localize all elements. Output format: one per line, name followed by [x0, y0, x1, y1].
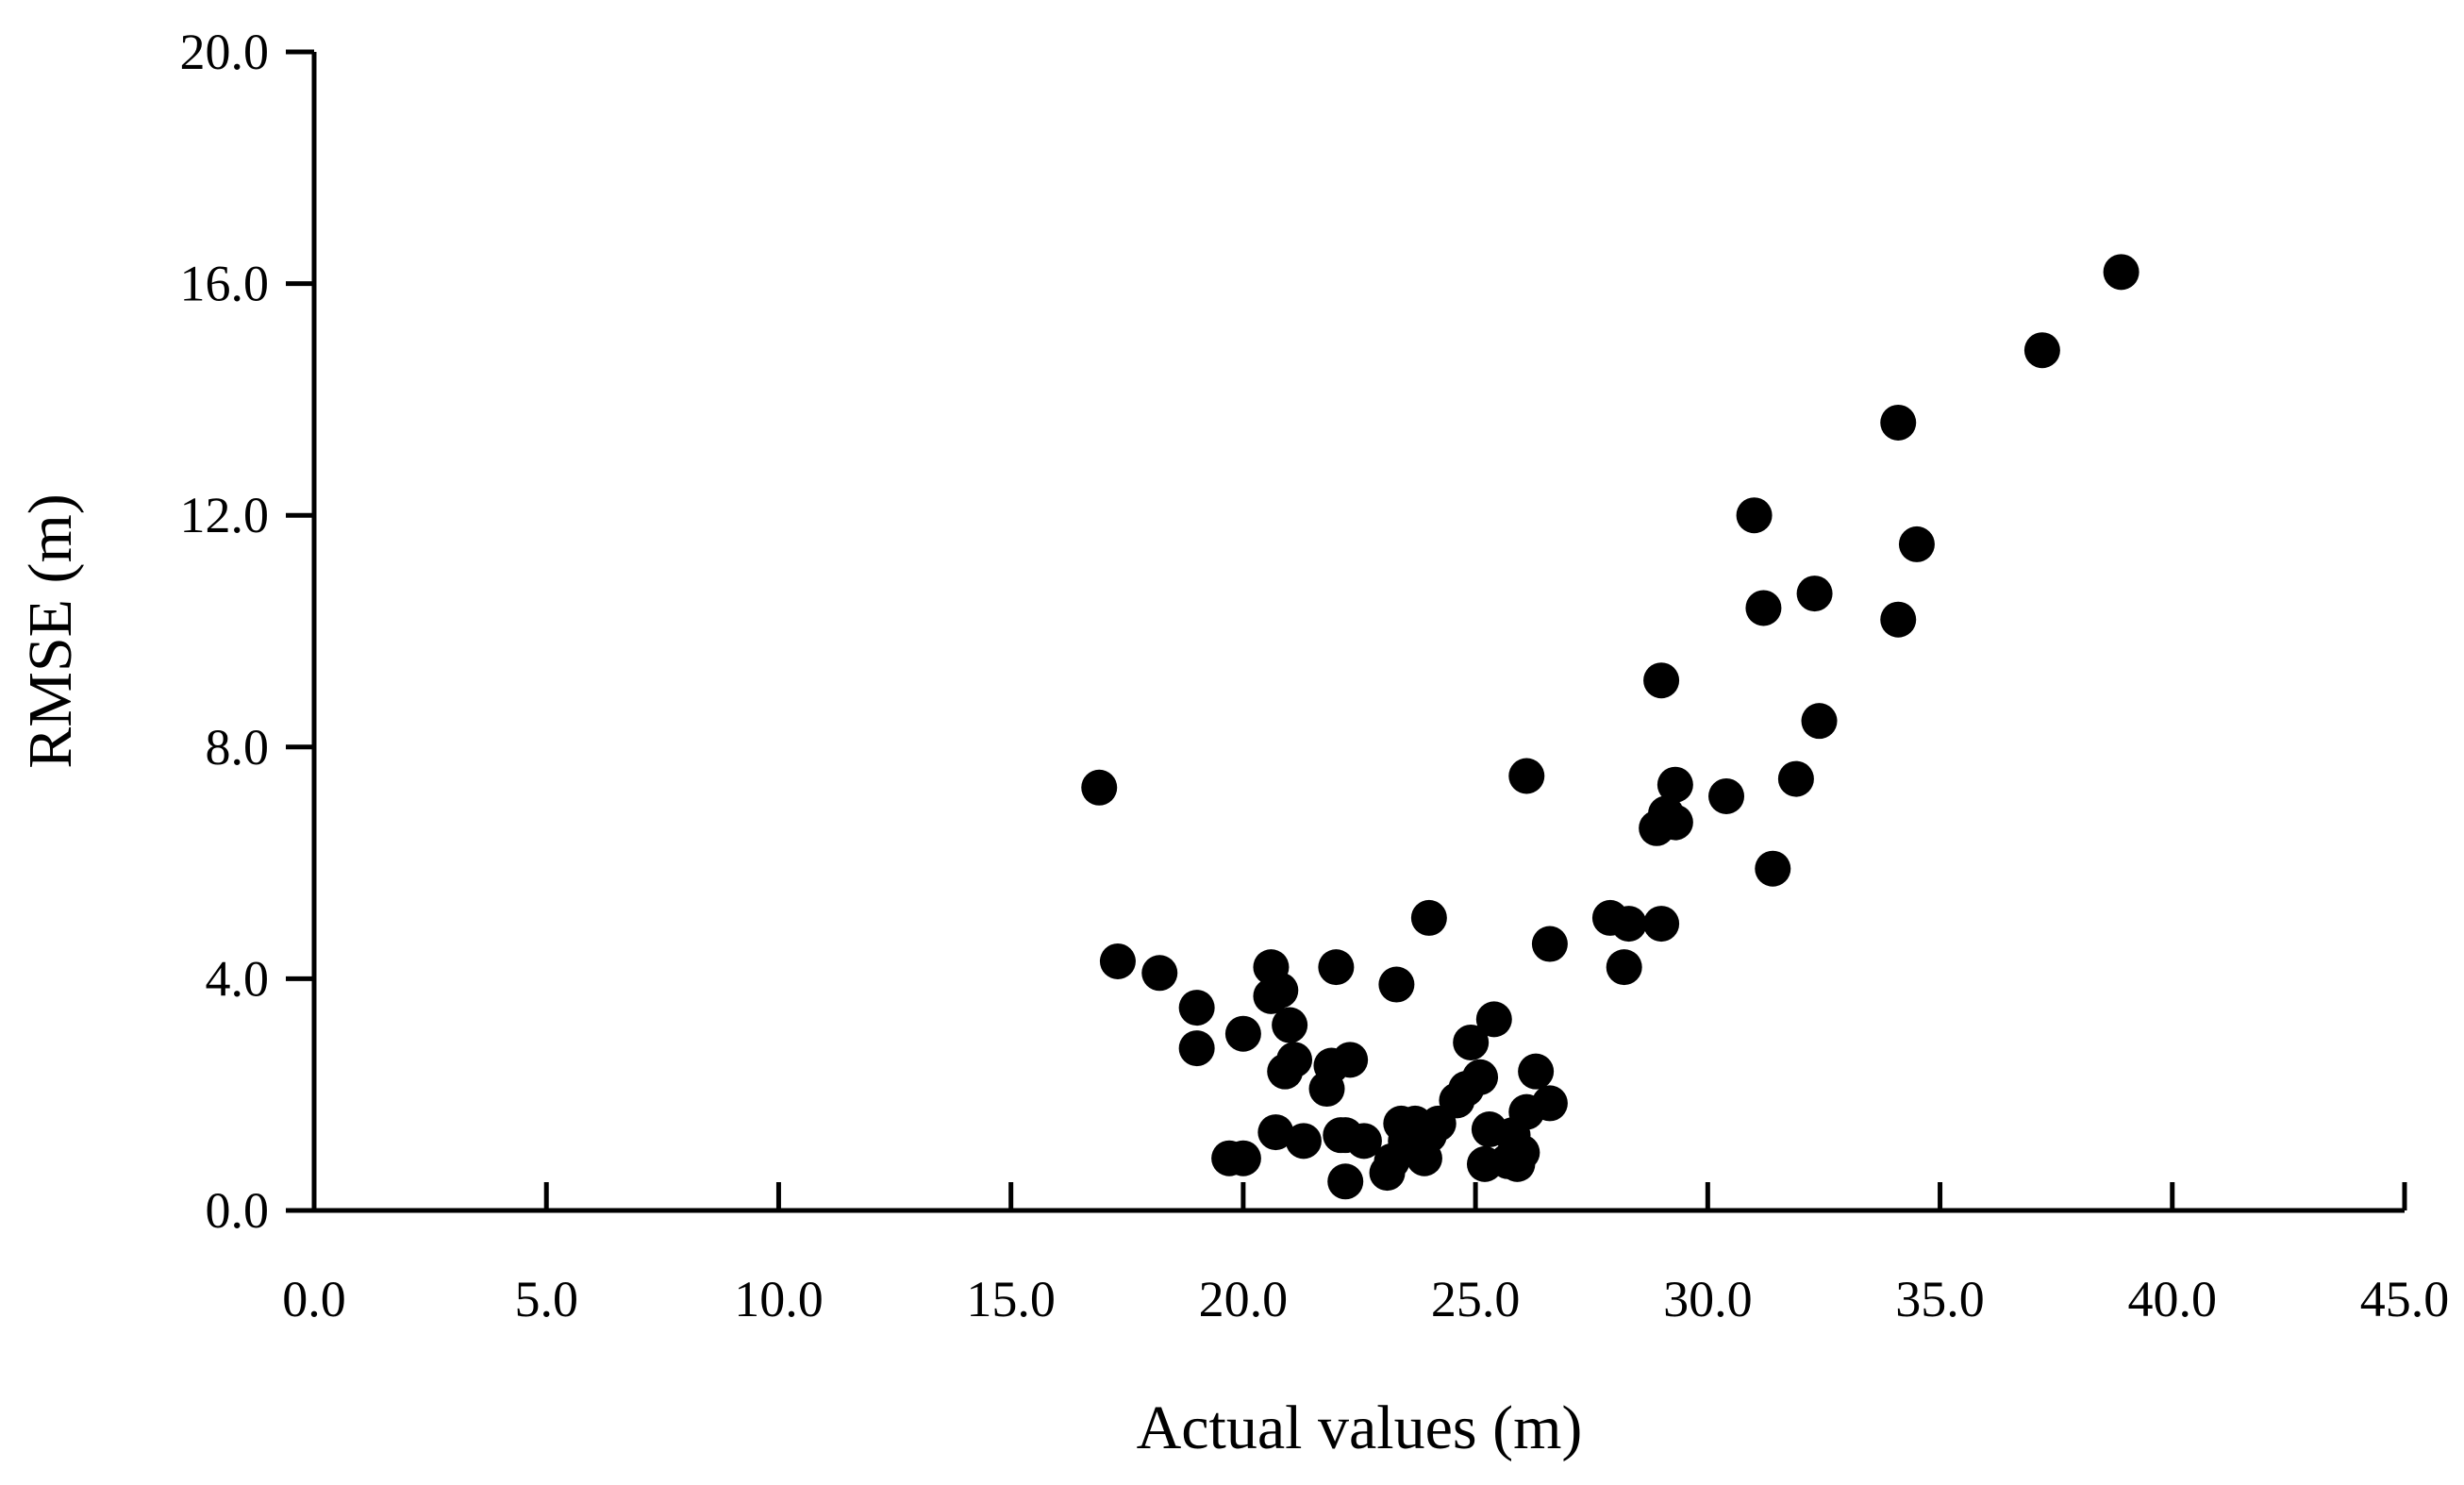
y-tick-label: 0.0	[206, 1182, 270, 1239]
data-point	[2023, 332, 2060, 369]
x-tick-label: 45.0	[2360, 1271, 2450, 1327]
y-axis-title: RMSE (m)	[16, 493, 85, 769]
y-tick-label: 8.0	[206, 719, 270, 776]
data-point	[1610, 906, 1647, 943]
data-point	[1272, 1007, 1308, 1043]
data-point	[1224, 1140, 1261, 1176]
data-point	[1745, 590, 1782, 626]
data-point	[1327, 1163, 1364, 1200]
data-point	[1508, 758, 1545, 794]
data-point	[1657, 766, 1693, 803]
data-point	[1262, 972, 1299, 1009]
x-tick-label: 10.0	[734, 1271, 824, 1327]
data-point	[1410, 899, 1447, 936]
x-tick-label: 20.0	[1199, 1271, 1289, 1327]
data-point	[1796, 576, 1833, 612]
y-axis-ticks: 0.0 4.0 8.0 12.0 16.0 20.0	[180, 24, 314, 1239]
data-point	[1777, 760, 1814, 797]
plot-area	[311, 52, 2405, 1213]
data-point	[1475, 1001, 1512, 1038]
x-tick-label: 15.0	[966, 1271, 1056, 1327]
x-tick-label: 30.0	[1663, 1271, 1753, 1327]
data-point	[1898, 526, 1935, 562]
data-point	[1643, 906, 1680, 943]
y-tick-label: 20.0	[180, 24, 270, 80]
x-tick-label: 40.0	[2128, 1271, 2218, 1327]
data-point	[1504, 1134, 1540, 1171]
data-point	[2103, 254, 2139, 291]
data-point	[1518, 1053, 1555, 1090]
y-tick-label: 12.0	[180, 487, 270, 543]
data-point	[1178, 990, 1215, 1026]
data-point	[1462, 1059, 1499, 1095]
data-point	[1880, 601, 1917, 638]
data-point	[1531, 926, 1568, 962]
x-tick-label: 0.0	[282, 1271, 346, 1327]
data-point	[1708, 777, 1745, 814]
data-points	[1081, 254, 2139, 1200]
data-point	[1531, 1085, 1568, 1122]
data-point	[1276, 1042, 1313, 1078]
data-point	[1224, 1015, 1261, 1052]
data-point	[1755, 850, 1791, 887]
x-tick-label: 25.0	[1431, 1271, 1521, 1327]
y-tick-label: 4.0	[206, 950, 270, 1007]
data-point	[1099, 943, 1136, 979]
x-tick-label: 5.0	[514, 1271, 578, 1327]
data-point	[1736, 497, 1773, 534]
data-point	[1643, 662, 1680, 699]
x-tick-label: 35.0	[1895, 1271, 1985, 1327]
data-point	[1880, 404, 1917, 441]
data-point	[1345, 1123, 1382, 1160]
data-point	[1453, 1024, 1490, 1060]
data-point	[1801, 703, 1838, 740]
data-point	[1141, 955, 1178, 992]
data-point	[1332, 1042, 1369, 1078]
data-point	[1257, 1114, 1294, 1151]
data-point	[1318, 949, 1355, 986]
data-point	[1081, 769, 1118, 806]
data-point	[1657, 804, 1693, 841]
y-tick-label: 16.0	[180, 256, 270, 312]
x-axis-ticks: 0.0 5.0 10.0 15.0 20.0 25.0 30.0 35.0 40.0 45.0	[282, 1182, 2449, 1327]
data-point	[1178, 1030, 1215, 1067]
data-point	[1285, 1123, 1322, 1160]
data-point	[1606, 949, 1642, 986]
data-point	[1378, 966, 1415, 1003]
x-axis-title: Actual values (m)	[1137, 1393, 1583, 1462]
